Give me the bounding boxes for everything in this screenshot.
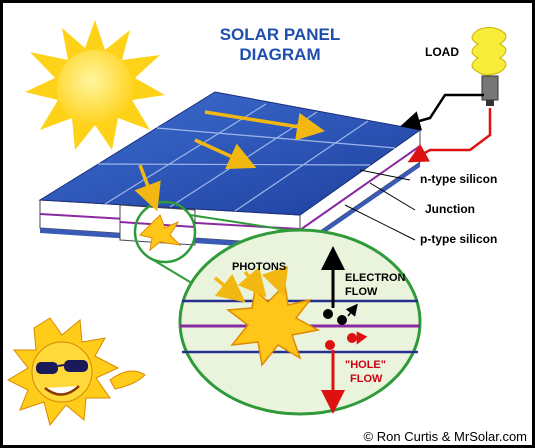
electron-arrow — [345, 303, 358, 317]
wire — [400, 93, 484, 131]
light-arrows — [134, 110, 325, 212]
photons-label: PHOTONS — [232, 261, 286, 273]
zoom-line — [189, 214, 301, 233]
credit-bg — [300, 428, 532, 445]
electron — [323, 309, 333, 319]
electron-flow-label: FLOW — [345, 286, 378, 298]
cartoon-sun — [6, 317, 146, 427]
electron-flow-label: ELECTRON — [345, 272, 406, 284]
title: SOLAR PANEL — [220, 25, 341, 44]
sun — [25, 20, 165, 150]
zoom-line — [149, 257, 196, 286]
p-type-label: p-type silicon — [420, 232, 497, 246]
n-type-label: n-type silicon — [420, 172, 497, 186]
electron — [337, 315, 347, 325]
load-label: LOAD — [425, 45, 459, 59]
hole-flow-label: "HOLE" — [345, 359, 386, 371]
hole — [325, 340, 335, 350]
hole — [347, 333, 357, 343]
junction-label: Junction — [425, 202, 475, 216]
hole-arrow — [356, 331, 368, 345]
light-bulb — [471, 27, 507, 106]
leader — [359, 169, 411, 181]
photon-burst — [225, 283, 321, 367]
photon-arrows — [213, 265, 289, 303]
leader — [344, 204, 416, 241]
title: DIAGRAM — [239, 45, 320, 64]
wire — [407, 108, 492, 163]
leader — [369, 182, 416, 211]
credit: © Ron Curtis & MrSolar.com — [364, 429, 527, 444]
hole-flow-label: FLOW — [350, 373, 383, 385]
